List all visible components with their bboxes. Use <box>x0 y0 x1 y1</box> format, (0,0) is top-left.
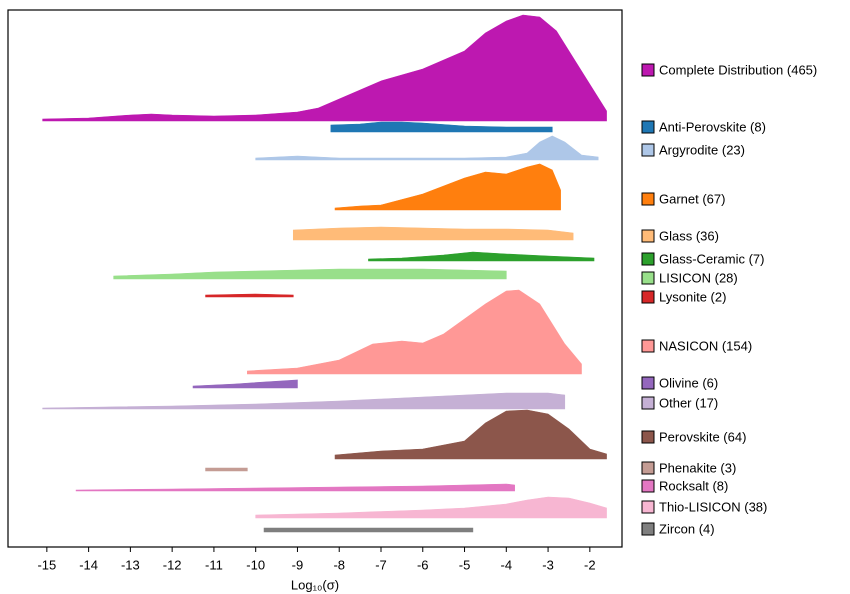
legend-swatch <box>641 522 655 536</box>
ridge <box>334 163 561 211</box>
legend-swatch <box>641 63 655 77</box>
x-tick-label: -3 <box>542 557 554 572</box>
x-tick-label: -2 <box>584 557 596 572</box>
legend-label: Olivine (6) <box>659 375 718 390</box>
ridge <box>75 483 515 492</box>
legend-swatch <box>641 252 655 266</box>
legend-swatch <box>641 192 655 206</box>
x-axis-label: Log₁₀(σ) <box>291 577 339 592</box>
plot-frame <box>7 9 623 548</box>
legend-label: LISICON (28) <box>659 270 738 285</box>
ridge <box>368 251 595 262</box>
legend-swatch <box>641 376 655 390</box>
legend-label: Glass (36) <box>659 228 719 243</box>
x-tick-label: -6 <box>417 557 429 572</box>
x-tick-label: -8 <box>333 557 345 572</box>
legend-swatch <box>641 479 655 493</box>
legend-label: Other (17) <box>659 395 718 410</box>
x-tick-label: -14 <box>79 557 98 572</box>
legend-swatch <box>641 229 655 243</box>
x-tick-label: -10 <box>246 557 265 572</box>
legend-label: Garnet (67) <box>659 191 725 206</box>
legend-swatch <box>641 271 655 285</box>
legend-swatch <box>641 430 655 444</box>
ridge <box>205 293 294 298</box>
x-tick-label: -7 <box>375 557 387 572</box>
ridge <box>247 289 582 375</box>
legend-label: Thio-LISICON (38) <box>659 499 767 514</box>
ridge <box>330 121 553 133</box>
x-tick-label: -11 <box>205 557 223 572</box>
legend-swatch <box>641 143 655 157</box>
legend-label: Phenakite (3) <box>659 460 736 475</box>
ridge <box>42 392 566 410</box>
ridge <box>255 135 599 161</box>
ridge <box>113 268 507 280</box>
ridge <box>255 496 607 519</box>
x-tick-label: -13 <box>121 557 140 572</box>
ridge <box>42 14 607 122</box>
legend-swatch <box>641 339 655 353</box>
ridge <box>192 379 298 389</box>
x-tick-label: -4 <box>501 557 513 572</box>
legend-label: Rocksalt (8) <box>659 478 728 493</box>
ridge <box>205 467 248 472</box>
legend-swatch <box>641 500 655 514</box>
legend-label: Lysonite (2) <box>659 289 726 304</box>
x-tick-label: -9 <box>292 557 304 572</box>
legend-label: Glass-Ceramic (7) <box>659 251 764 266</box>
x-tick-label: -15 <box>37 557 56 572</box>
ridge <box>263 527 474 533</box>
x-tick-label: -5 <box>459 557 471 572</box>
legend-label: Complete Distribution (465) <box>659 62 817 77</box>
legend-swatch <box>641 461 655 475</box>
ridge <box>334 409 607 460</box>
legend-label: Anti-Perovskite (8) <box>659 119 766 134</box>
legend-label: Perovskite (64) <box>659 429 746 444</box>
legend-swatch <box>641 290 655 304</box>
legend-swatch <box>641 120 655 134</box>
legend-swatch <box>641 396 655 410</box>
legend-label: Zircon (4) <box>659 521 715 536</box>
legend-label: Argyrodite (23) <box>659 142 745 157</box>
legend-label: NASICON (154) <box>659 338 752 353</box>
ridge <box>292 226 574 241</box>
x-tick-label: -12 <box>163 557 182 572</box>
